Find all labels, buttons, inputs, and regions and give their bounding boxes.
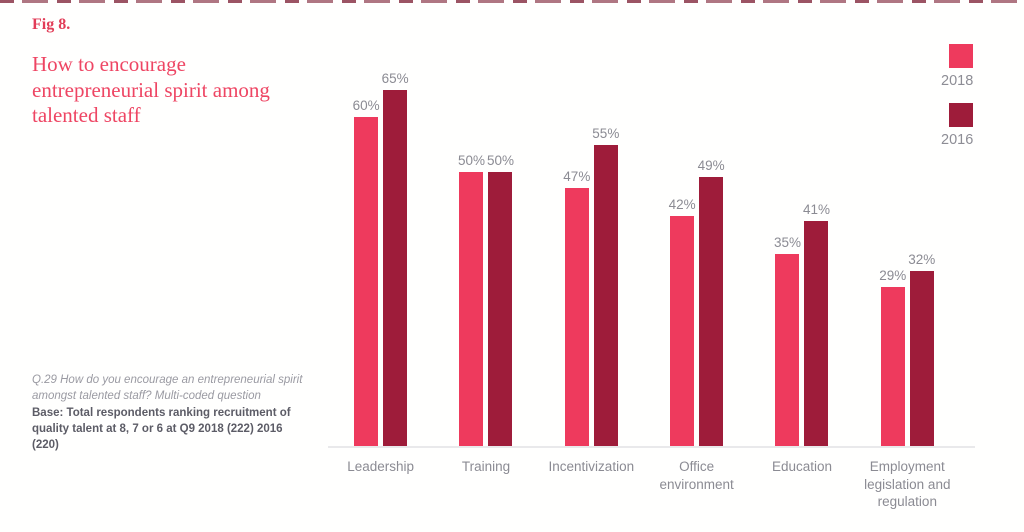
bar-2018-employment-legislation-and-regulation: 29%	[879, 268, 906, 446]
legend-label-2016: 2016	[941, 132, 974, 148]
bar-value-label: 50%	[457, 153, 485, 168]
bar-value-label: 42%	[668, 196, 696, 212]
bar-value-label: 50%	[486, 153, 514, 168]
chart-legend: 2018 2016	[941, 44, 1011, 162]
bar-groups: 60% 65% 50% 50% 47% 55% 42% 49% 35% 41% 29% 32%	[328, 0, 960, 446]
bar-2018-office-environment: 42%	[669, 197, 696, 446]
bar-value-label: 41%	[802, 202, 830, 218]
bar-2018-education: 35%	[774, 235, 801, 446]
figure-title: How to encourage entrepreneurial spirit …	[32, 52, 270, 128]
bar-group-leadership: 60% 65%	[328, 0, 433, 446]
footnote-base: Base: Total respondents ranking recruitm…	[32, 406, 291, 452]
bar-group-employment-legislation-and-regulation: 29% 32%	[855, 0, 960, 446]
bar-value-label: 55%	[592, 125, 620, 141]
bar-2016-leadership: 65%	[382, 71, 409, 446]
bar-value-label: 47%	[563, 169, 591, 185]
bar-value-label: 49%	[697, 158, 725, 174]
bar-2018-incentivization: 47%	[563, 169, 590, 446]
figure-number: Fig 8.	[32, 16, 71, 33]
footnote-question: Q.29 How do you encourage an entrepreneu…	[32, 374, 303, 403]
x-axis-label-employment-legislation-and-regulation: Employment legislation and regulation	[864, 459, 951, 510]
bar-2016-training: 50%	[487, 153, 514, 446]
bar-value-label: 32%	[908, 251, 936, 267]
x-axis-line	[328, 446, 975, 448]
bar-2016-office-environment: 49%	[698, 158, 725, 446]
bar-value-label: 35%	[773, 235, 801, 251]
x-axis-label-education: Education	[771, 459, 832, 474]
footnote: Q.29 How do you encourage an entrepreneu…	[32, 372, 304, 454]
bar-group-education: 35% 41%	[749, 0, 854, 446]
bar-value-label: 65%	[381, 70, 409, 86]
x-axis-label-office-environment: Office environment	[659, 459, 734, 492]
x-axis-label-leadership: Leadership	[347, 459, 415, 474]
bar-2018-training: 50%	[458, 153, 485, 446]
bar-value-label: 29%	[879, 268, 907, 284]
legend-item-2018: 2018	[941, 44, 1011, 89]
cropped-page-edge	[0, 0, 1024, 3]
bar-value-label: 60%	[352, 98, 380, 114]
x-axis-label-incentivization: Incentivization	[548, 459, 635, 474]
legend-label-2018: 2018	[941, 73, 974, 89]
x-axis-labels: Leadership Training Incentivization Office …	[328, 458, 960, 511]
bar-2016-employment-legislation-and-regulation: 32%	[908, 252, 935, 446]
bar-group-training: 50% 50%	[433, 0, 538, 446]
bar-2018-leadership: 60%	[353, 98, 380, 446]
bar-group-incentivization: 47% 55%	[539, 0, 644, 446]
bar-group-office-environment: 42% 49%	[644, 0, 749, 446]
bar-2016-education: 41%	[803, 202, 830, 446]
legend-item-2016: 2016	[941, 103, 1011, 148]
legend-swatch-2018	[949, 44, 973, 68]
x-axis-label-training: Training	[461, 459, 511, 474]
bar-2016-incentivization: 55%	[592, 126, 619, 446]
legend-swatch-2016	[949, 103, 973, 127]
